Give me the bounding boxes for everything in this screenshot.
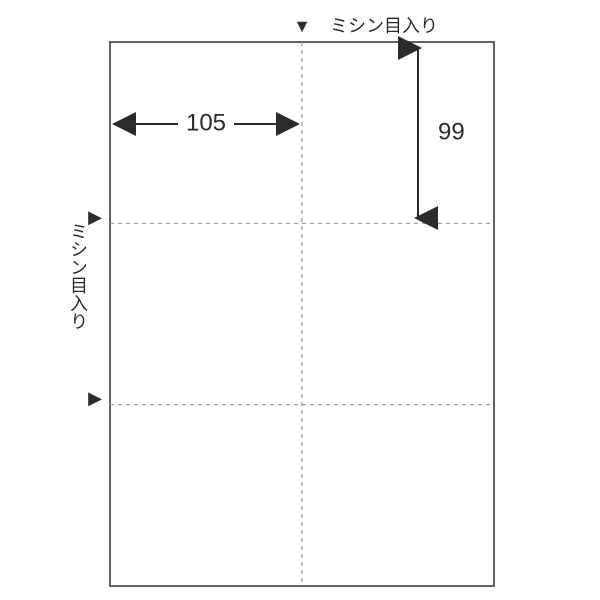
triangle-down-icon: ▼ bbox=[293, 16, 311, 36]
triangle-right-icon: ▶ bbox=[88, 388, 102, 408]
triangle-right-icon: ▶ bbox=[88, 207, 102, 227]
perforation-diagram: ▼ ミシン目入り ▶ ▶ ミシン目入り 105 99 bbox=[0, 0, 600, 600]
perforation-label-top: ミシン目入り bbox=[330, 16, 438, 36]
perforation-label-left: ミシン目入り bbox=[68, 222, 88, 330]
height-dimension-value: 99 bbox=[438, 118, 465, 145]
width-dimension-value: 105 bbox=[186, 109, 226, 136]
